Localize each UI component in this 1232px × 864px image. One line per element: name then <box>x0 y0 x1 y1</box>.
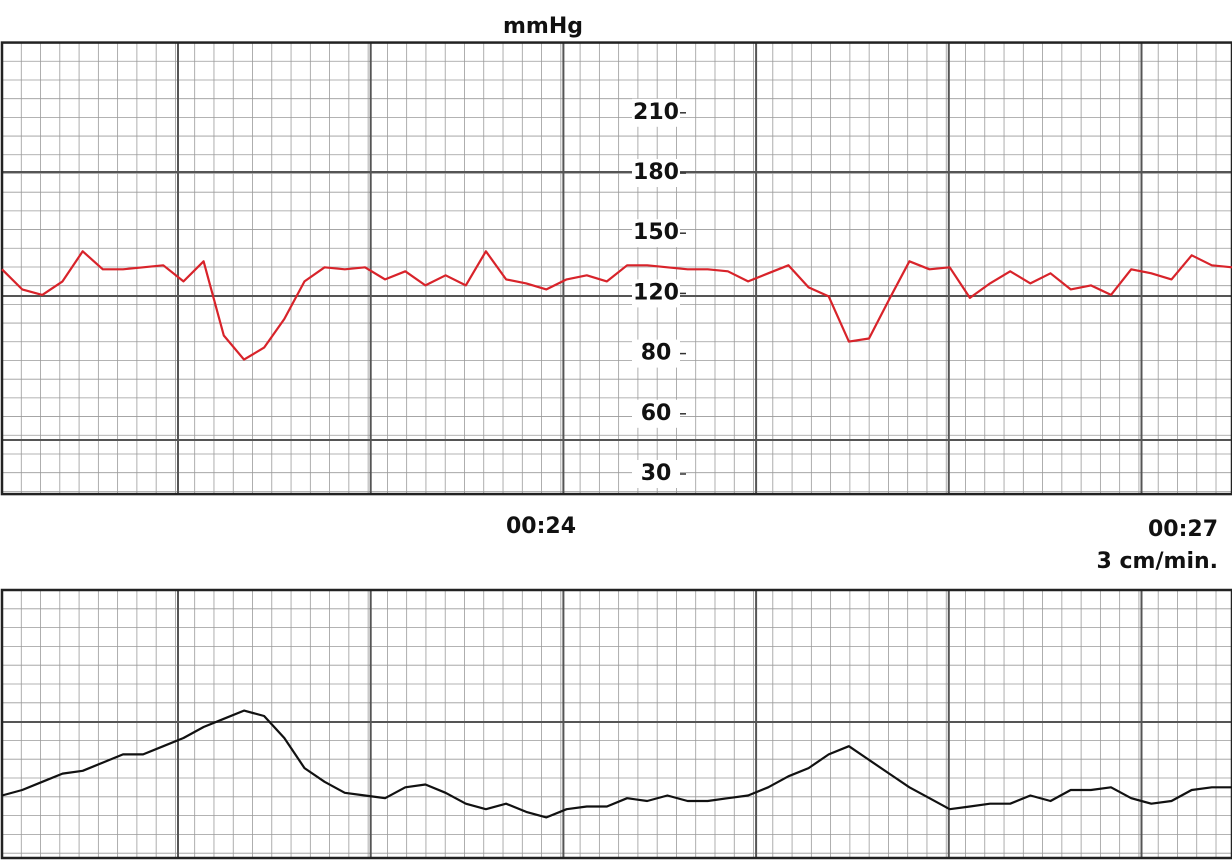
tick-label-bg <box>632 279 680 308</box>
y-tick-label: 30 <box>641 461 672 486</box>
panel-border <box>0 41 1232 496</box>
y-tick-label: 210 <box>633 100 679 125</box>
y-tick-label: 120 <box>633 280 679 305</box>
tick-label-bg <box>632 339 680 368</box>
tick-label-bg <box>632 159 680 187</box>
tick-label-bg <box>632 219 680 248</box>
y-tick-label: 60 <box>641 401 672 426</box>
y-tick-label: 150 <box>633 220 679 245</box>
y-tick-label: 180 <box>633 160 679 185</box>
trace-line <box>1 250 1232 361</box>
trace-line <box>1 709 1232 819</box>
y-axis-unit: mmHg <box>503 14 583 39</box>
y-tick-label: 80 <box>641 341 672 366</box>
time-label: 00:27 <box>1148 517 1218 542</box>
paper-speed: 3 cm/min. <box>1097 549 1218 574</box>
tick-label-bg <box>632 98 680 127</box>
tick-label-bg <box>632 399 680 428</box>
time-label: 00:24 <box>506 514 576 539</box>
panel-border <box>0 588 1232 860</box>
tick-label-bg <box>632 460 680 488</box>
paper-grid <box>0 588 1232 860</box>
paper-grid <box>0 41 1232 496</box>
